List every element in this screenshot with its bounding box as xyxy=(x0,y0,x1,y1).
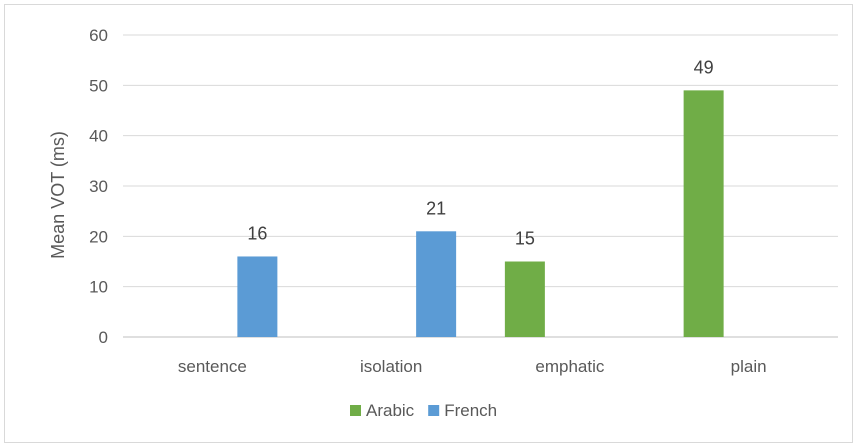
x-axis-categories: sentence isolation emphatic plain xyxy=(178,357,767,376)
y-tick-label: 30 xyxy=(89,177,108,196)
bar xyxy=(237,256,278,337)
bar xyxy=(504,261,545,337)
bar xyxy=(416,231,457,337)
y-tick-label: 0 xyxy=(99,328,108,347)
y-axis-title: Mean VOT (ms) xyxy=(48,131,68,259)
data-label: 21 xyxy=(426,198,446,218)
y-tick-label: 20 xyxy=(89,227,108,246)
bar xyxy=(683,90,724,337)
legend-swatch xyxy=(428,405,440,416)
legend-label: French xyxy=(444,401,497,420)
y-tick-label: 60 xyxy=(89,26,108,45)
y-tick-label: 40 xyxy=(89,127,108,146)
y-tick-label: 50 xyxy=(89,76,108,95)
x-category-label: isolation xyxy=(360,357,422,376)
legend-label: Arabic xyxy=(366,401,415,420)
gridlines xyxy=(123,34,838,338)
y-axis-ticks: 0 10 20 30 40 50 60 xyxy=(89,26,108,347)
x-category-label: sentence xyxy=(178,357,247,376)
data-labels: 16 21 15 49 xyxy=(247,57,713,248)
x-category-label: emphatic xyxy=(535,357,604,376)
data-label: 16 xyxy=(247,223,267,243)
data-label: 49 xyxy=(694,57,714,77)
y-tick-label: 10 xyxy=(89,278,108,297)
data-label: 15 xyxy=(515,229,535,249)
legend: Arabic French xyxy=(350,401,497,420)
x-category-label: plain xyxy=(731,357,767,376)
legend-swatch xyxy=(350,405,361,416)
bars xyxy=(237,90,724,337)
